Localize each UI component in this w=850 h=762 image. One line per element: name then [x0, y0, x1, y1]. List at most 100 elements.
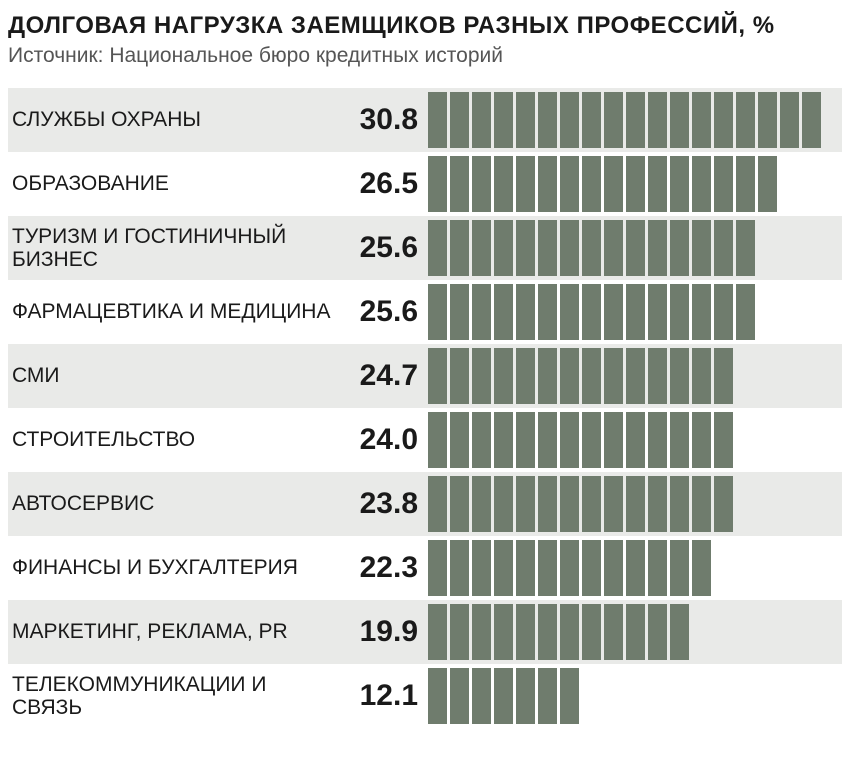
- bar-segment: [560, 540, 579, 596]
- bar-segment: [626, 156, 645, 212]
- bar-segment: [516, 92, 535, 148]
- bar-segment: [494, 668, 513, 724]
- row-label: ФАРМАЦЕВТИКА И МЕДИЦИНА: [8, 300, 338, 323]
- row-value: 25.6: [338, 231, 428, 265]
- bar: [428, 412, 733, 468]
- bar-segment: [582, 604, 601, 660]
- bar-segment: [560, 156, 579, 212]
- bar-segment: [604, 540, 623, 596]
- bar-segment: [648, 156, 667, 212]
- row-value: 24.0: [338, 423, 428, 457]
- bar-segment: [450, 604, 469, 660]
- bar-segment: [582, 476, 601, 532]
- bar-segment: [538, 412, 557, 468]
- row-value: 30.8: [338, 103, 428, 137]
- bar: [428, 540, 711, 596]
- bar-segment: [670, 348, 689, 404]
- bar-segment: [692, 92, 711, 148]
- row-value: 25.6: [338, 295, 428, 329]
- bar-segment: [428, 604, 447, 660]
- chart-title: ДОЛГОВАЯ НАГРУЗКА ЗАЕМЩИКОВ РАЗНЫХ ПРОФЕ…: [8, 12, 842, 40]
- chart-row: ТУРИЗМ И ГОСТИНИЧНЫЙ БИЗНЕС25.6: [8, 216, 842, 280]
- bar-segment: [604, 476, 623, 532]
- bar-segment: [472, 92, 491, 148]
- bar-area: [428, 216, 838, 280]
- bar-segment: [604, 348, 623, 404]
- bar-segment: [626, 92, 645, 148]
- bar-segment: [516, 348, 535, 404]
- bar-segment: [714, 412, 733, 468]
- bar-segment: [582, 220, 601, 276]
- bar-segment: [714, 284, 733, 340]
- bar-segment: [516, 604, 535, 660]
- bar: [428, 348, 733, 404]
- bar-segment: [714, 156, 733, 212]
- bar-segment: [472, 348, 491, 404]
- bar-segment: [450, 156, 469, 212]
- bar-segment: [560, 412, 579, 468]
- bar-segment: [670, 604, 689, 660]
- bar-area: [428, 664, 838, 728]
- bar-segment: [626, 412, 645, 468]
- row-value: 22.3: [338, 551, 428, 585]
- bar-segment: [692, 156, 711, 212]
- bar-segment: [538, 540, 557, 596]
- bar-segment: [802, 92, 821, 148]
- bar-segment: [648, 412, 667, 468]
- bar-segment: [648, 540, 667, 596]
- row-label: ТЕЛЕКОММУНИКАЦИИ И СВЯЗЬ: [8, 673, 338, 719]
- bar-segment: [538, 348, 557, 404]
- chart-container: ДОЛГОВАЯ НАГРУЗКА ЗАЕМЩИКОВ РАЗНЫХ ПРОФЕ…: [0, 0, 850, 728]
- bar-segment: [582, 540, 601, 596]
- bar-segment: [670, 412, 689, 468]
- bar-segment: [494, 412, 513, 468]
- bar-segment: [494, 540, 513, 596]
- bar-segment: [428, 348, 447, 404]
- chart-row: ФАРМАЦЕВТИКА И МЕДИЦИНА25.6: [8, 280, 842, 344]
- bar-area: [428, 536, 838, 600]
- bar-segment: [582, 348, 601, 404]
- bar-segment: [626, 604, 645, 660]
- bar-segment: [648, 476, 667, 532]
- chart-row: ФИНАНСЫ И БУХГАЛТЕРИЯ22.3: [8, 536, 842, 600]
- bar-segment: [494, 156, 513, 212]
- bar-segment: [472, 156, 491, 212]
- bar-area: [428, 344, 838, 408]
- bar-segment: [626, 220, 645, 276]
- bar-segment: [450, 348, 469, 404]
- bar-segment: [428, 220, 447, 276]
- bar-segment: [538, 604, 557, 660]
- bar: [428, 92, 821, 148]
- bar-segment: [516, 668, 535, 724]
- bar-segment: [538, 284, 557, 340]
- bar-segment: [692, 540, 711, 596]
- bar-segment: [582, 284, 601, 340]
- bar-segment: [736, 220, 755, 276]
- bar-segment: [472, 668, 491, 724]
- bar-segment: [494, 284, 513, 340]
- bar-segment: [494, 92, 513, 148]
- bar-segment: [428, 156, 447, 212]
- row-value: 12.1: [338, 679, 428, 713]
- bar-segment: [604, 92, 623, 148]
- bar-area: [428, 472, 838, 536]
- bar-segment: [692, 412, 711, 468]
- bar-segment: [516, 220, 535, 276]
- bar-segment: [472, 220, 491, 276]
- bar-segment: [670, 284, 689, 340]
- bar-segment: [648, 284, 667, 340]
- chart-row: СЛУЖБЫ ОХРАНЫ30.8: [8, 88, 842, 152]
- bar-segment: [692, 348, 711, 404]
- row-label: АВТОСЕРВИС: [8, 492, 338, 515]
- bar-segment: [450, 540, 469, 596]
- bar-segment: [692, 284, 711, 340]
- bar-segment: [560, 348, 579, 404]
- bar-segment: [428, 668, 447, 724]
- bar-segment: [560, 476, 579, 532]
- bar-segment: [560, 92, 579, 148]
- chart-row: АВТОСЕРВИС23.8: [8, 472, 842, 536]
- bar-segment: [648, 604, 667, 660]
- bar-segment: [582, 412, 601, 468]
- bar-segment: [450, 476, 469, 532]
- row-label: МАРКЕТИНГ, РЕКЛАМА, PR: [8, 620, 338, 643]
